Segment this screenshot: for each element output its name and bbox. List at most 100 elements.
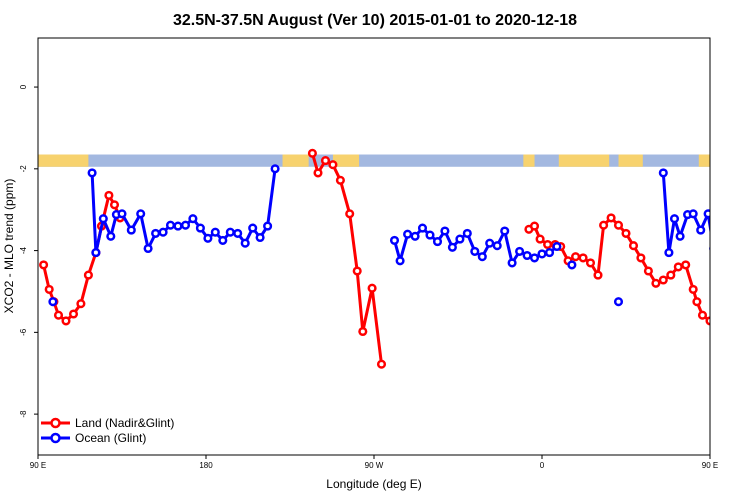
- data-point: [651, 278, 661, 288]
- y-tick-label: -2: [19, 165, 28, 173]
- x-tick-label: 0: [540, 461, 545, 470]
- data-point: [447, 242, 457, 252]
- legend-marker: [50, 432, 61, 444]
- data-point: [180, 220, 191, 230]
- data-point: [477, 252, 487, 262]
- data-point: [705, 316, 710, 326]
- data-point: [529, 221, 540, 231]
- legend: Land (Nadir&Glint)Ocean (Glint): [41, 416, 174, 445]
- y-tick-label: -4: [19, 246, 28, 254]
- data-point: [675, 231, 685, 241]
- plot-frame: [37, 37, 711, 456]
- data-point: [240, 238, 250, 248]
- data-point: [628, 241, 639, 251]
- data-point: [681, 260, 691, 270]
- data-point: [432, 237, 443, 247]
- data-point: [669, 214, 680, 224]
- chart-title: 32.5N-37.5N August (Ver 10) 2015-01-01 t…: [173, 12, 577, 29]
- ocean-strip: [38, 154, 710, 167]
- data-point: [307, 148, 317, 158]
- data-point: [515, 246, 525, 256]
- data-point: [410, 231, 420, 241]
- data-point: [606, 213, 616, 223]
- land-strip-segment: [332, 154, 360, 167]
- data-point: [39, 260, 49, 270]
- data-point: [68, 309, 79, 319]
- data-point: [552, 241, 562, 252]
- data-point: [425, 230, 435, 240]
- data-point: [195, 223, 205, 233]
- data-point: [658, 168, 668, 178]
- axes: [34, 86, 711, 459]
- data-point: [376, 359, 387, 369]
- data-point: [593, 270, 603, 280]
- data-point: [233, 228, 243, 238]
- data-point: [543, 239, 553, 250]
- x-tick-label: 90 W: [365, 461, 384, 470]
- x-tick-label: 180: [199, 461, 213, 470]
- data-point: [87, 168, 97, 178]
- series-line: [661, 172, 710, 255]
- data-point: [210, 227, 220, 237]
- data-point: [143, 243, 153, 254]
- data-point: [537, 249, 547, 259]
- data-point: [643, 266, 653, 276]
- data-point: [352, 266, 362, 276]
- data-point: [158, 227, 168, 237]
- data-point: [696, 225, 706, 235]
- data-point: [664, 248, 674, 258]
- data-point: [688, 209, 698, 219]
- data-point: [225, 227, 235, 237]
- data-point: [61, 316, 71, 326]
- data-point: [109, 200, 120, 210]
- data-point: [673, 262, 683, 272]
- data-point: [173, 221, 183, 231]
- data-point: [98, 214, 108, 224]
- data-point: [500, 226, 510, 236]
- data-point: [455, 234, 465, 244]
- data-point: [248, 223, 258, 233]
- y-tick-label: 0: [19, 84, 28, 89]
- data-point: [440, 226, 450, 236]
- data-point: [165, 220, 176, 230]
- x-tick-label: 90 E: [30, 461, 46, 470]
- data-point: [117, 209, 127, 219]
- data-point: [53, 310, 64, 320]
- data-point: [417, 223, 428, 233]
- data-point: [263, 221, 273, 231]
- data-point: [403, 229, 413, 239]
- data-point: [709, 245, 710, 252]
- x-tick-label: 90 E: [702, 461, 718, 470]
- data-point: [76, 299, 86, 309]
- data-point: [151, 228, 161, 238]
- x-axis-label: Longitude (deg E): [326, 477, 421, 491]
- data-point: [522, 250, 532, 261]
- data-point: [106, 231, 116, 241]
- data-point: [666, 270, 676, 280]
- data-point: [91, 248, 101, 258]
- land-strip-segment: [558, 154, 610, 167]
- data-point: [544, 248, 555, 258]
- data-point: [218, 235, 228, 245]
- data-point: [188, 214, 198, 224]
- tick-labels: 90 E 180 90 W 0 90 E 0 -2 -4 -6 -8: [19, 84, 718, 470]
- data-point: [358, 326, 368, 337]
- data-point: [688, 284, 698, 294]
- data-point: [48, 297, 58, 307]
- data-point: [335, 175, 345, 185]
- data-point: [621, 228, 631, 238]
- data-series: [39, 148, 732, 369]
- data-point: [470, 246, 480, 256]
- data-point: [462, 228, 472, 238]
- data-point: [83, 270, 93, 280]
- data-point: [328, 160, 338, 170]
- data-point: [345, 209, 355, 219]
- data-point: [725, 229, 732, 236]
- data-point: [585, 258, 596, 268]
- data-point: [44, 284, 54, 294]
- data-point: [567, 260, 577, 270]
- data-point: [485, 238, 495, 248]
- y-tick-label: -6: [19, 328, 28, 336]
- data-point: [697, 310, 708, 320]
